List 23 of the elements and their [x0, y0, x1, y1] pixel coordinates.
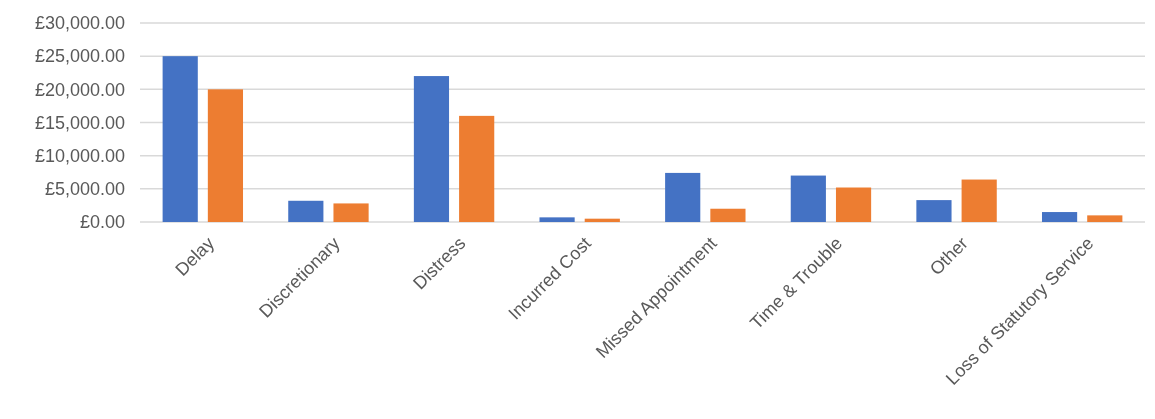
bar [665, 172, 701, 222]
bar [961, 179, 997, 222]
bar [162, 56, 198, 222]
bar [584, 218, 620, 222]
y-tick-label: £20,000.00 [34, 79, 125, 100]
bar [207, 89, 244, 222]
bar [333, 203, 369, 222]
bar [288, 200, 324, 222]
y-tick-label: £5,000.00 [44, 179, 125, 200]
y-tick-label: £10,000.00 [34, 145, 125, 166]
bar [1087, 215, 1123, 222]
bar [790, 175, 826, 222]
y-tick-label: £30,000.00 [34, 13, 125, 34]
bar [835, 187, 872, 222]
bar [459, 115, 495, 222]
bar [710, 208, 746, 222]
bar [1041, 212, 1078, 222]
bar [413, 76, 450, 222]
bar [539, 217, 575, 222]
y-tick-label: £25,000.00 [34, 46, 125, 67]
bar [916, 200, 952, 222]
y-tick-label: £15,000.00 [34, 112, 125, 133]
y-tick-label: £0.00 [79, 212, 125, 233]
